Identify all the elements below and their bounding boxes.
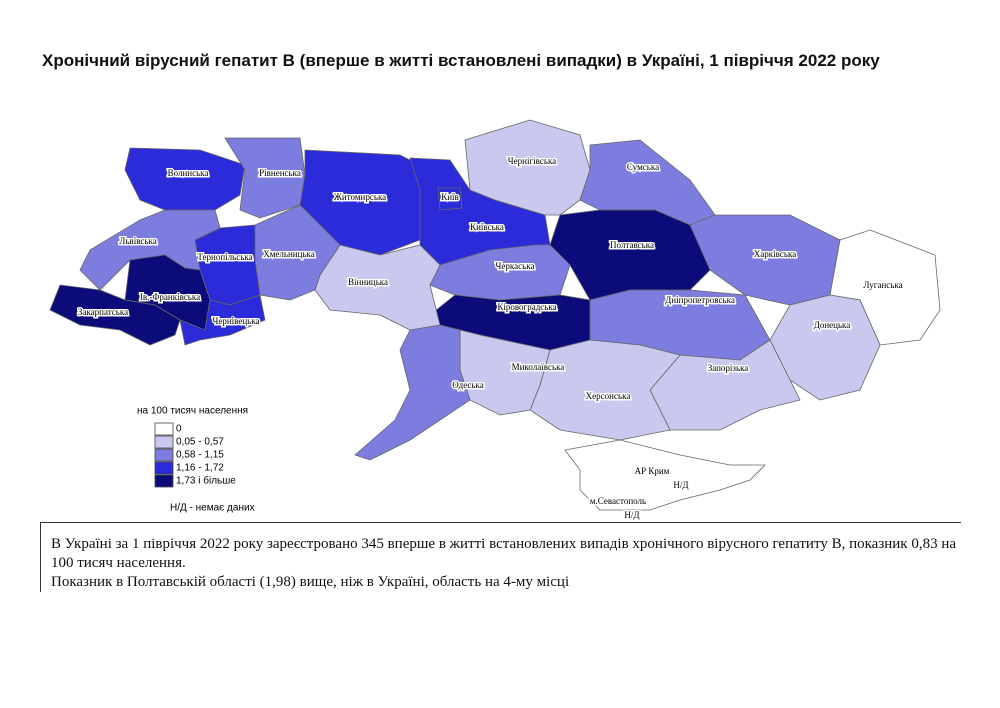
legend-label: 0 (176, 424, 182, 435)
legend-swatch (154, 435, 174, 449)
region-label: Тернопільська (197, 252, 252, 262)
region-label: Чернівецька (212, 316, 259, 326)
region-label: Закарпатська (78, 307, 128, 317)
region (429, 244, 571, 301)
region (564, 439, 766, 511)
region (437, 187, 463, 211)
summary-text: В Україні за 1 півріччя 2022 року зареєс… (51, 536, 957, 571)
region-label: Дніпропетровська (665, 295, 735, 305)
region-label: Чернігівська (508, 156, 556, 166)
region-label: Волинська (168, 168, 209, 178)
map-note: Н/Д (673, 480, 688, 490)
legend-no-data: Н/Д - немає даних (170, 503, 255, 514)
legend-label: 0,58 - 1,15 (176, 450, 224, 461)
region (464, 119, 591, 216)
region-labels: Волинська Рівненська Житомирська Київськ… (76, 155, 904, 520)
region-label: Запорізька (708, 363, 749, 373)
region (179, 294, 266, 346)
region-label: Полтавська (610, 240, 654, 250)
region-label: Одеська (452, 380, 484, 390)
region-label: Черкаська (496, 261, 535, 271)
region-label: Вінницька (348, 277, 388, 287)
region-label: Кіровоградська (497, 302, 556, 312)
region (224, 137, 306, 219)
legend-swatch (154, 461, 174, 475)
region-label: Львівська (119, 236, 157, 246)
legend-swatch (154, 474, 174, 488)
map-note: м.Севастополь (590, 496, 646, 506)
region-label: Донецька (814, 320, 851, 330)
region (49, 284, 181, 346)
region-label: АР Крим (635, 466, 670, 476)
title: Хронічний вірусний гепатит В (вперше в ж… (42, 51, 880, 70)
legend-label: 0,05 - 0,57 (176, 437, 224, 448)
region (124, 147, 246, 211)
regions (49, 119, 941, 511)
region (689, 214, 841, 306)
region-label: Київська (470, 222, 504, 232)
region-label: Житомирська (334, 192, 386, 202)
region-label: Луганська (863, 280, 902, 290)
summary-box: В Україні за 1 півріччя 2022 року зареєс… (40, 522, 961, 592)
legend-swatch (154, 422, 174, 436)
legend: на 100 тисяч населення Н/Д - немає даних… (137, 406, 255, 514)
map: Волинська Рівненська Житомирська Київськ… (49, 119, 941, 520)
region-label: Харківська (754, 249, 796, 259)
region-label: Сумська (627, 162, 659, 172)
legend-swatch (154, 448, 174, 462)
legend-label: 1,73 і більше (176, 475, 236, 487)
region (549, 209, 711, 301)
region (354, 324, 471, 461)
map-note: Н/Д (624, 510, 639, 520)
region-label: Хмельницька (263, 249, 315, 259)
region-label: Рівненська (259, 168, 301, 178)
region-label: Ів.-Франківська (140, 292, 200, 302)
region-label: Миколаївська (512, 362, 565, 372)
region-label: Київ (441, 192, 459, 202)
legend-label: 1,16 - 1,72 (176, 463, 224, 474)
legend-title: на 100 тисяч населення (137, 406, 248, 417)
region-label: Херсонська (586, 391, 631, 401)
region (314, 244, 441, 331)
summary-text: Показник в Полтавській області (1,98) ви… (51, 574, 570, 590)
